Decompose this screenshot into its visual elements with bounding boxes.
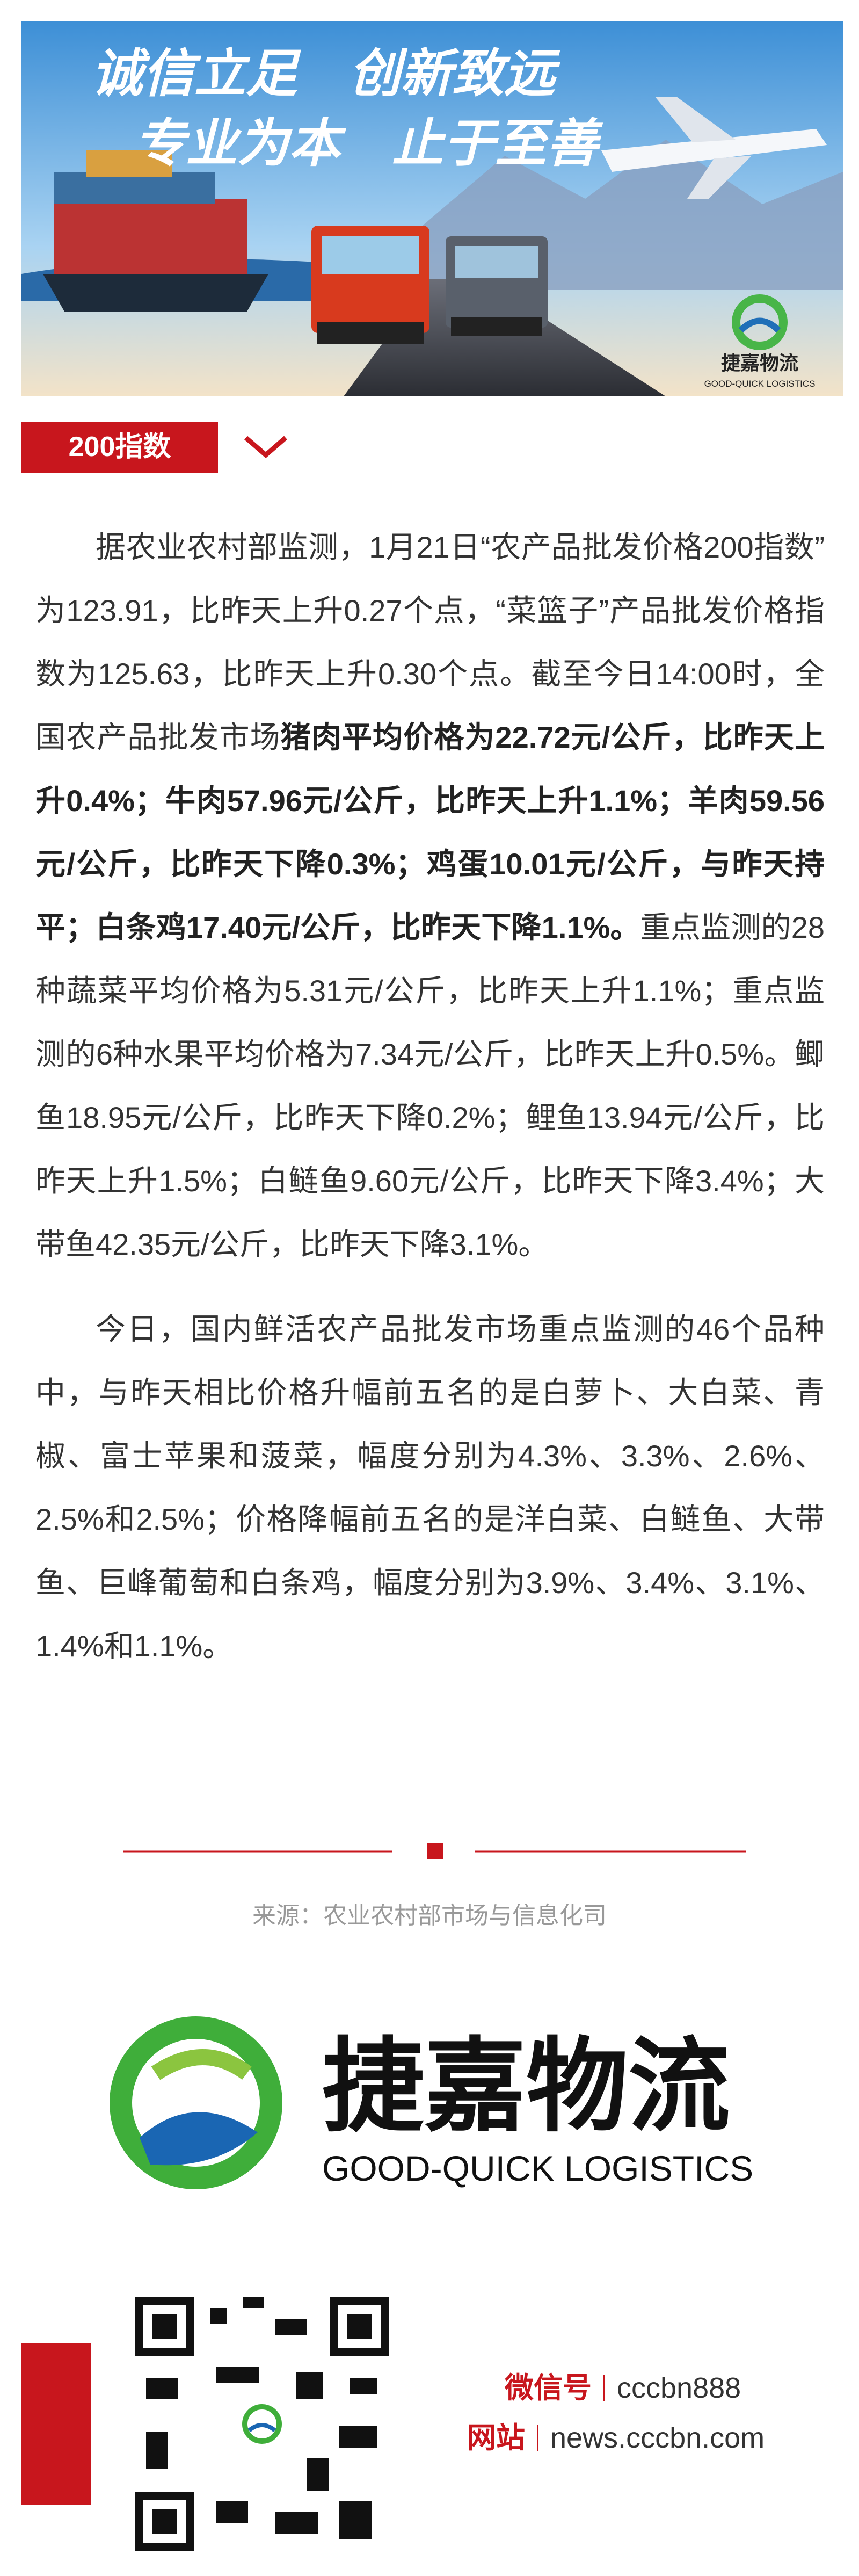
logo-en: GOOD-QUICK LOGISTICS <box>322 2148 752 2188</box>
banner: 诚信立足 创新致远 专业为本 止于至善 捷嘉物流 GOOD-QUICK LOGI… <box>21 21 843 396</box>
bold-text: 猪肉平均价格为22.72元/公斤，比昨天上升0.4%；牛肉57.96元/公斤，比… <box>35 720 825 944</box>
qr-code <box>135 2297 389 2551</box>
logo: 捷嘉物流 GOOD-QUICK LOGISTICS <box>110 2016 752 2189</box>
paragraph: 据农业农村部监测，1月21日“农产品批发价格200指数”为123.91，比昨天上… <box>35 516 825 1276</box>
site-row: 网站 news.cccbn.com <box>467 2419 765 2457</box>
article-body: 据农业农村部监测，1月21日“农产品批发价格200指数”为123.91，比昨天上… <box>35 516 825 1699</box>
source: 来源：农业农村部市场与信息化司 <box>252 1902 607 1929</box>
site-url[interactable]: news.cccbn.com <box>550 2422 765 2454</box>
text: 重点监测的28种蔬菜平均价格为5.31元/公斤，比昨天上升1.1%；重点监测的6… <box>35 910 825 1261</box>
red-bar <box>21 2343 91 2505</box>
site-label: 网站 <box>467 2422 525 2454</box>
banner-line2: 专业为本 止于至善 <box>134 115 603 172</box>
banner-line1: 诚信立足 创新致远 <box>91 45 560 103</box>
divider <box>123 1843 746 1859</box>
banner-logo-en: GOOD-QUICK LOGISTICS <box>704 379 816 389</box>
chevron <box>244 436 287 458</box>
wechat-id: cccbn888 <box>617 2372 741 2404</box>
banner-logo-cn: 捷嘉物流 <box>721 352 798 374</box>
wechat-row: 微信号 cccbn888 <box>505 2369 741 2407</box>
text: 据农业农村部监测，1月21日“农产品批发价格200指数”为123.91，比昨天上… <box>35 530 825 754</box>
wechat-label: 微信号 <box>505 2372 592 2404</box>
logo-cn: 捷嘉物流 <box>322 2030 730 2144</box>
paragraph: 今日，国内鲜活农产品批发市场重点监测的46个品种中，与昨天相比价格升幅前五名的是… <box>35 1298 825 1678</box>
section-tag: 200指数 <box>21 422 218 473</box>
text: 今日，国内鲜活农产品批发市场重点监测的46个品种中，与昨天相比价格升幅前五名的是… <box>35 1312 825 1663</box>
